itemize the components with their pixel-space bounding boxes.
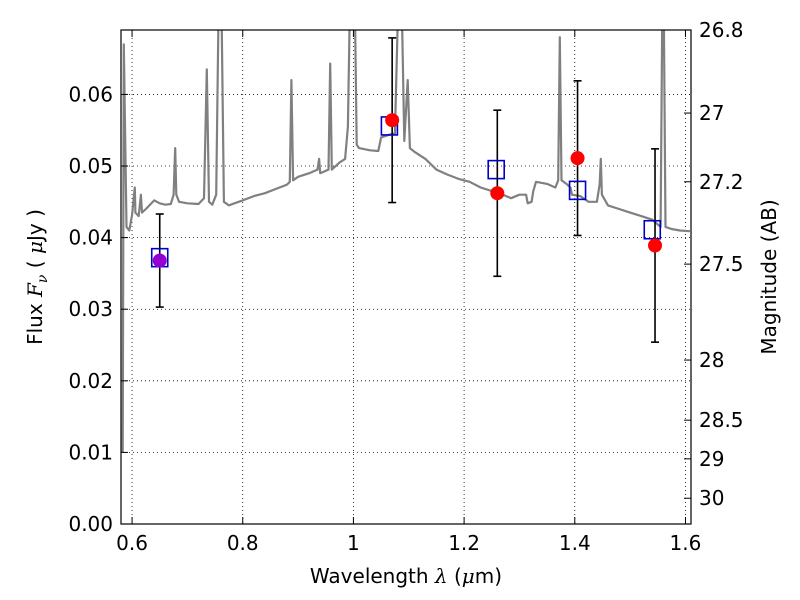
model-photometry-square (643, 219, 662, 240)
y-tick-label: 0.00 (68, 512, 113, 536)
model-photometry-square (487, 159, 506, 180)
observed-point (152, 253, 167, 268)
model-spectrum-line (121, 30, 690, 453)
right-tick-label: 30 (699, 486, 724, 510)
right-tick-label: 27 (699, 101, 724, 125)
right-tick-label: 27.2 (699, 170, 744, 194)
observed-point (385, 113, 400, 128)
x-tick-label: 1.4 (559, 531, 591, 555)
y-tick-label: 0.04 (68, 226, 113, 250)
model-photometry-square (568, 180, 587, 201)
observed-point (570, 151, 585, 166)
plot-area (121, 30, 690, 453)
y-tick-label: 0.05 (68, 154, 113, 178)
y-tick-label: 0.01 (68, 440, 113, 464)
x-tick-label: 1 (347, 531, 360, 555)
y-tick-label: 0.03 (68, 297, 113, 321)
x-axis-title: Wavelength λ (μm) (310, 564, 502, 588)
axes-ticks: 0.6 0.8 1 1.2 1.4 1.6 0.00 0.01 0.02 0.03 0.04 0.05… (68, 18, 743, 555)
plot-frame (120, 29, 692, 525)
x-tick-label: 1.6 (670, 531, 702, 555)
right-tick-label: 28.5 (699, 408, 744, 432)
observed-point (648, 238, 663, 253)
right-tick-label: 26.8 (699, 18, 744, 42)
observed-point (490, 186, 505, 201)
right-tick-label: 29 (699, 447, 724, 471)
x-tick-label: 1.2 (448, 531, 480, 555)
right-tick-label: 28 (699, 348, 724, 372)
y-tick-label: 0.06 (68, 82, 113, 106)
right-tick-label: 27.5 (699, 252, 744, 276)
x-tick-label: 0.6 (116, 531, 148, 555)
x-tick-label: 0.8 (227, 531, 259, 555)
right-axis-title: Magnitude (AB) (757, 199, 781, 354)
y-axis-title: Flux Fν ( μJy ) (23, 209, 51, 345)
y-tick-label: 0.02 (68, 369, 113, 393)
